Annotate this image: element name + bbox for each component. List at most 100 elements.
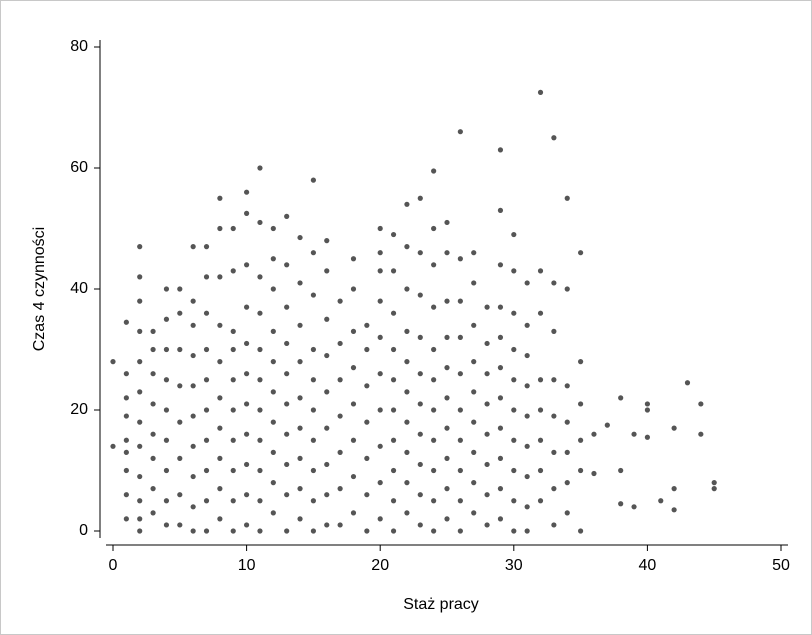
point (404, 328, 410, 334)
point (404, 480, 410, 486)
point (524, 352, 530, 359)
point (297, 516, 303, 522)
point (123, 413, 129, 419)
point (137, 516, 143, 522)
point (591, 470, 597, 477)
point (150, 401, 156, 407)
point (377, 334, 383, 340)
point (137, 359, 143, 365)
point (578, 528, 584, 534)
point (297, 395, 303, 401)
point (190, 244, 196, 250)
point (404, 244, 410, 250)
point (217, 195, 223, 201)
point (284, 492, 290, 498)
point (137, 498, 143, 504)
point (337, 486, 343, 492)
point (230, 225, 236, 232)
point (497, 207, 504, 213)
point (364, 455, 370, 461)
point (177, 419, 183, 425)
point (284, 528, 290, 534)
point (297, 322, 303, 328)
point (417, 371, 423, 377)
point (190, 504, 196, 510)
point (217, 516, 223, 522)
point (190, 383, 196, 389)
point (524, 443, 530, 449)
point (511, 467, 517, 474)
point (230, 328, 236, 334)
point (431, 262, 437, 268)
point (444, 219, 450, 226)
point (190, 413, 196, 419)
point (404, 286, 410, 292)
point (150, 510, 156, 516)
point (377, 371, 383, 377)
point (377, 225, 383, 232)
point (431, 377, 437, 383)
point (711, 480, 717, 486)
point (177, 346, 183, 353)
point (244, 304, 250, 310)
point (484, 522, 490, 528)
point (364, 492, 370, 498)
point (497, 262, 504, 268)
point (497, 455, 504, 461)
point (537, 268, 544, 274)
point (297, 425, 303, 431)
point (524, 280, 530, 286)
point (337, 449, 343, 455)
point (404, 510, 410, 516)
point (431, 528, 437, 534)
point (203, 244, 210, 250)
point (417, 195, 423, 201)
point (177, 522, 183, 528)
point (457, 437, 463, 443)
point (163, 522, 170, 528)
point (444, 395, 450, 401)
point (671, 486, 677, 492)
point (431, 225, 437, 232)
point (244, 401, 250, 407)
point (457, 528, 463, 534)
point (123, 449, 129, 455)
point (457, 334, 463, 340)
point (257, 219, 263, 226)
y-tick-label: 40 (70, 280, 88, 297)
point (537, 377, 544, 383)
point (390, 310, 397, 316)
point (230, 467, 236, 474)
y-tick-label: 0 (79, 522, 88, 539)
point (324, 461, 330, 468)
point (217, 486, 223, 492)
point (203, 407, 210, 413)
point (551, 413, 557, 419)
point (404, 359, 410, 365)
point (190, 352, 196, 359)
point (324, 268, 330, 274)
point (564, 195, 570, 201)
point (551, 486, 557, 492)
point (497, 334, 504, 340)
point (324, 316, 330, 322)
point (337, 522, 343, 528)
point (137, 298, 143, 304)
x-tick-label: 10 (238, 557, 256, 574)
point (578, 467, 584, 474)
point (150, 431, 156, 437)
point (417, 250, 423, 256)
point (230, 377, 236, 383)
point (364, 528, 370, 534)
point (244, 189, 250, 195)
point (230, 528, 236, 534)
point (350, 256, 357, 262)
point (163, 346, 170, 353)
point (551, 328, 557, 334)
point (377, 480, 383, 486)
point (444, 334, 450, 340)
point (564, 419, 570, 425)
point (230, 346, 236, 353)
point (123, 516, 129, 522)
point (578, 359, 584, 365)
